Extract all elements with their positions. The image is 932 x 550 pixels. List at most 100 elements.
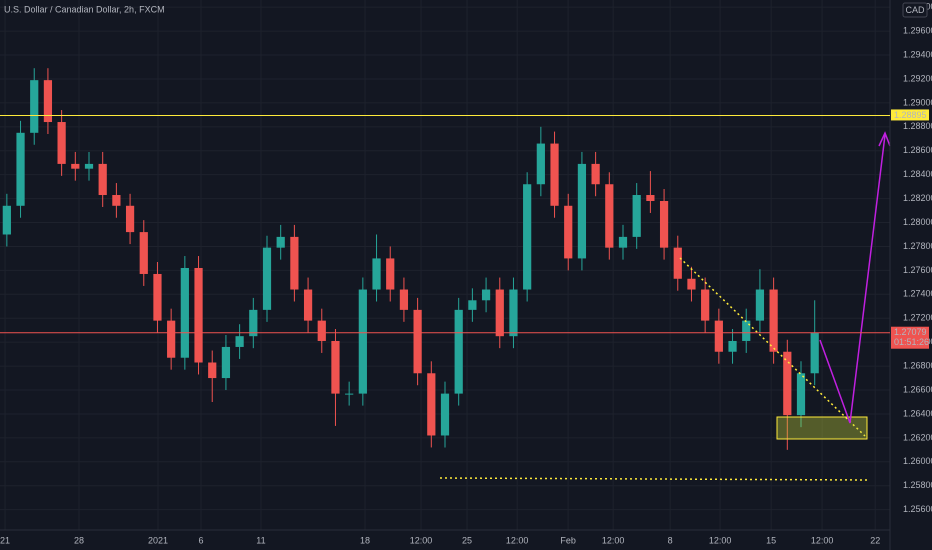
y-tick-label: 1.25600	[903, 504, 932, 514]
grid	[0, 0, 890, 530]
y-tick-label: 1.29600	[903, 25, 932, 35]
y-tick-label: 1.26800	[903, 360, 932, 370]
x-tick-label: 12:00	[709, 535, 732, 545]
candle-body	[714, 320, 723, 352]
candle-body	[687, 278, 696, 290]
y-tick-label: 1.28400	[903, 169, 932, 179]
candle-body	[290, 236, 299, 290]
candle-body	[98, 163, 107, 196]
candle-body	[358, 289, 367, 394]
y-tick-label: 1.27400	[903, 289, 932, 299]
demand-zone	[776, 416, 868, 440]
x-tick-label: 15	[766, 535, 776, 545]
candle-body	[605, 184, 614, 248]
candle-body	[577, 163, 587, 259]
price-tag	[891, 326, 929, 349]
candle-body	[481, 289, 491, 301]
candle-body	[673, 247, 682, 279]
x-tick-label: 22	[870, 535, 880, 545]
x-tick-label: 12:00	[602, 535, 625, 545]
currency-label[interactable]: CAD	[905, 5, 925, 15]
x-tick-label: 28	[74, 535, 84, 545]
x-tick-label: 12:00	[506, 535, 529, 545]
candle-body	[591, 163, 600, 185]
candle-body	[194, 267, 203, 363]
y-tick-label: 1.28200	[903, 193, 932, 203]
price-tag	[891, 109, 929, 121]
candle-body	[30, 80, 39, 133]
arrow-head	[878, 131, 891, 147]
x-tick-label: 21	[0, 535, 10, 545]
candle-body	[71, 163, 80, 169]
candle-body	[810, 332, 819, 374]
candle-body	[345, 393, 354, 395]
y-tick-label: 1.27600	[903, 265, 932, 275]
candle-body	[659, 200, 669, 248]
candle-body	[276, 236, 285, 248]
candle-body	[618, 236, 628, 248]
candle-body	[125, 205, 135, 233]
candle-body	[769, 289, 778, 352]
candle-body	[701, 289, 710, 321]
candle-body	[413, 309, 422, 374]
y-tick-label: 1.26400	[903, 408, 932, 418]
candle-body	[796, 373, 806, 416]
x-tick-label: 25	[462, 535, 472, 545]
y-tick-label: 1.28600	[903, 145, 932, 155]
y-tick-label: 1.27200	[903, 313, 932, 323]
x-tick-label: 2021	[148, 535, 168, 545]
y-tick-label: 1.26600	[903, 384, 932, 394]
candle-body	[728, 340, 737, 352]
candle-body	[235, 336, 244, 347]
candle-body	[180, 267, 189, 358]
countdown-label: 01:51:26	[894, 337, 929, 347]
x-tick-label: 6	[198, 535, 203, 545]
candle-body	[249, 309, 258, 337]
candle-body	[440, 393, 450, 436]
candle-body	[208, 362, 217, 379]
candle-body	[16, 132, 25, 206]
candle-body	[755, 289, 765, 321]
candle-body	[372, 258, 381, 290]
candle-body	[632, 195, 641, 237]
y-tick-label: 1.25800	[903, 480, 932, 490]
candle-body	[564, 205, 573, 259]
currency-button[interactable]	[902, 2, 928, 18]
candle-body	[2, 205, 11, 235]
dotted-support	[439, 477, 869, 481]
x-tick-label: 8	[668, 535, 673, 545]
y-tick-label: 1.28000	[903, 217, 932, 227]
y-tick-label: 1.29200	[903, 73, 932, 83]
candle-body	[742, 320, 751, 341]
candle-body	[646, 195, 655, 201]
candle-body	[84, 163, 94, 169]
candle-body	[536, 143, 545, 185]
candle-body	[550, 143, 559, 206]
y-tick-label: 1.28800	[903, 121, 932, 131]
y-tick-label: 1.27800	[903, 241, 932, 251]
candle-body	[331, 340, 340, 394]
candle-body	[153, 273, 162, 321]
candle-body	[523, 184, 532, 290]
x-tick-label: 11	[256, 535, 265, 545]
projection-path	[819, 134, 886, 424]
x-tick-label: 12:00	[410, 535, 433, 545]
candle-body	[427, 373, 436, 436]
candle-body	[468, 300, 477, 310]
candle-body	[43, 80, 53, 123]
price-tag-label: 1.28895	[894, 110, 927, 120]
y-tick-label: 1.29000	[903, 97, 932, 107]
candle-body	[112, 195, 121, 206]
candles	[2, 68, 819, 450]
chart-title: U.S. Dollar / Canadian Dollar, 2h, FXCM	[4, 4, 165, 14]
candle-body	[167, 320, 176, 358]
candle-body	[509, 289, 518, 337]
candle-body	[495, 289, 504, 337]
candle-body	[262, 247, 272, 310]
candle-body	[454, 309, 463, 394]
price-tag-label: 1.27079	[894, 327, 927, 337]
candle-body	[399, 289, 409, 310]
